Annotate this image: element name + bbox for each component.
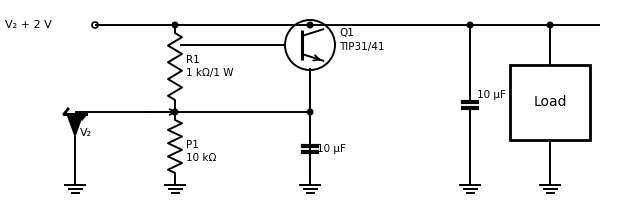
Text: Load: Load: [533, 95, 567, 110]
Polygon shape: [67, 114, 83, 136]
Circle shape: [468, 22, 472, 28]
Circle shape: [308, 109, 312, 115]
Bar: [510, 65, 590, 140]
Text: Q1
TIP31/41: Q1 TIP31/41: [339, 28, 384, 52]
Circle shape: [308, 22, 312, 28]
Text: R1
1 kΩ/1 W: R1 1 kΩ/1 W: [186, 55, 234, 78]
Text: P1
10 kΩ: P1 10 kΩ: [186, 140, 216, 163]
Circle shape: [173, 22, 178, 28]
Text: 10 μF: 10 μF: [477, 90, 506, 100]
Circle shape: [173, 109, 178, 115]
Text: V₂ + 2 V: V₂ + 2 V: [5, 20, 52, 30]
Text: V₂: V₂: [80, 128, 92, 138]
Circle shape: [548, 22, 552, 28]
Text: 10 μF: 10 μF: [317, 143, 346, 153]
